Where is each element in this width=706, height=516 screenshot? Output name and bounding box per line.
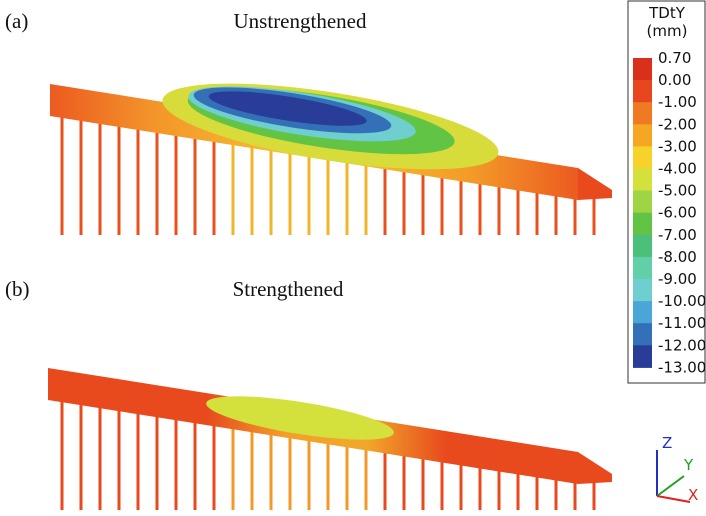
legend-swatch: [633, 146, 652, 169]
legend-swatch: [633, 279, 652, 302]
legend-swatch: [633, 169, 652, 192]
legend-label: 0.70: [658, 49, 691, 67]
legend-label: -8.00: [658, 248, 697, 266]
legend-label: -13.00: [658, 358, 706, 376]
legend-label: -2.00: [658, 115, 697, 133]
panel-letter: (b): [5, 277, 30, 301]
legend-swatch: [633, 345, 652, 368]
legend-swatch: [633, 213, 652, 236]
legend-label: -5.00: [658, 182, 697, 200]
legend-swatch: [633, 191, 652, 214]
legend-swatch: [633, 301, 652, 324]
panel-title: Unstrengthened: [234, 9, 367, 33]
legend-swatch: [633, 124, 652, 147]
legend-label: -6.00: [658, 204, 697, 222]
legend-label: -9.00: [658, 270, 697, 288]
legend-label: -11.00: [658, 314, 706, 332]
legend-unit: (mm): [647, 22, 688, 40]
contour: [157, 66, 503, 186]
axis-triad: Z Y X: [657, 434, 698, 504]
legend-swatch: [633, 235, 652, 258]
legend-swatch: [633, 323, 652, 346]
legend-label: -10.00: [658, 292, 706, 310]
figure: (a) Unstrengthened (b) Strengthened TDtY…: [0, 0, 706, 516]
legend-label: -1.00: [658, 93, 697, 111]
panel-letter: (a): [5, 9, 28, 33]
legend-swatch: [633, 80, 652, 103]
axis-label: X: [688, 486, 698, 504]
deck-end: [578, 452, 612, 484]
legend-label: -7.00: [658, 226, 697, 244]
legend-label: -12.00: [658, 336, 706, 354]
legend-swatch: [633, 102, 652, 125]
legend-swatch: [633, 58, 652, 81]
legend-title: TDtY: [648, 4, 686, 22]
panel-title: Strengthened: [233, 277, 344, 301]
deck-end: [578, 168, 612, 200]
legend-label: 0.00: [658, 71, 691, 89]
legend-label: -4.00: [658, 160, 697, 178]
legend-swatch: [633, 257, 652, 280]
legend-label: -3.00: [658, 137, 697, 155]
axis-label: Z: [662, 434, 672, 452]
axis-label: Y: [683, 456, 694, 474]
legend: 0.70 0.00 -1.00 -2.00 -3.00 -4.00 -5.00 -6.00 -7…: [633, 49, 706, 376]
